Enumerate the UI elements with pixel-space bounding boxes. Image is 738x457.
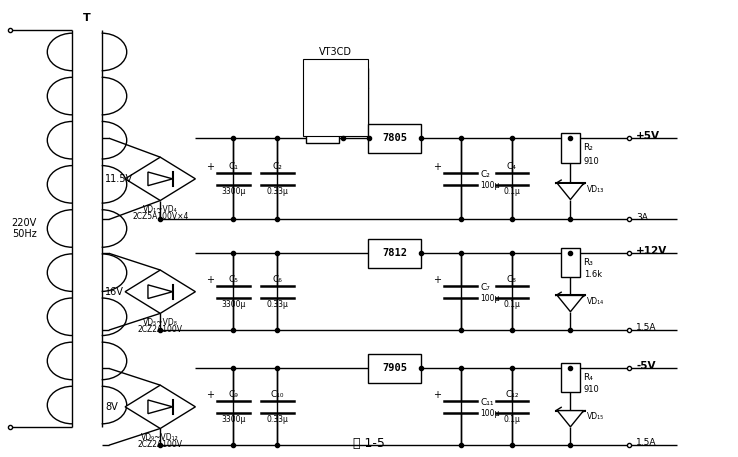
Text: 8V: 8V: [106, 402, 118, 412]
Text: T: T: [83, 13, 91, 23]
Text: C₅: C₅: [229, 275, 238, 284]
Text: C₉: C₉: [229, 390, 238, 399]
Text: VD₁₄: VD₁₄: [587, 297, 604, 306]
Text: 7805: 7805: [382, 133, 407, 143]
Text: C₂: C₂: [480, 170, 490, 179]
Text: C₈: C₈: [507, 275, 517, 284]
Bar: [368, 123, 421, 153]
Text: C₁₂: C₁₂: [505, 390, 519, 399]
Text: 11.5V: 11.5V: [106, 174, 134, 184]
Polygon shape: [125, 157, 196, 201]
Text: VD₁~VD₄: VD₁~VD₄: [143, 205, 178, 214]
Polygon shape: [125, 270, 196, 314]
Bar: [561, 248, 580, 277]
Text: 1.5A: 1.5A: [636, 323, 657, 332]
Bar: [303, 59, 368, 136]
Text: 100μ: 100μ: [480, 409, 500, 418]
Polygon shape: [148, 172, 173, 186]
Text: VD₁₃: VD₁₃: [587, 185, 604, 194]
Text: 2CZ2A100V: 2CZ2A100V: [138, 440, 183, 449]
Polygon shape: [125, 385, 196, 429]
Text: VD₅~VD₈: VD₅~VD₈: [143, 318, 178, 327]
Text: 0.33μ: 0.33μ: [266, 415, 289, 424]
Text: VT3CD: VT3CD: [319, 47, 352, 57]
Text: 0.1μ: 0.1μ: [503, 187, 520, 196]
Bar: [306, 133, 339, 143]
Text: +12V: +12V: [636, 246, 668, 256]
Text: C₄: C₄: [507, 162, 517, 171]
Text: 16V: 16V: [106, 287, 124, 297]
Text: 2CZ2A100V: 2CZ2A100V: [138, 324, 183, 334]
Text: R₂: R₂: [584, 143, 593, 153]
Text: 3300μ: 3300μ: [221, 415, 246, 424]
Text: 7905: 7905: [382, 363, 407, 373]
Text: 7812: 7812: [382, 248, 407, 258]
Polygon shape: [557, 183, 584, 200]
Text: VD₉~VD₁₂: VD₉~VD₁₂: [142, 433, 179, 442]
Text: 3300μ: 3300μ: [221, 300, 246, 309]
Text: 100μ: 100μ: [480, 294, 500, 303]
Text: 100μ: 100μ: [480, 181, 500, 190]
Text: C₆: C₆: [272, 275, 283, 284]
Text: VD₁₅: VD₁₅: [587, 412, 604, 421]
Text: 10: 10: [336, 122, 346, 131]
Text: 2CZ5A100V×4: 2CZ5A100V×4: [132, 212, 188, 221]
Text: +5V: +5V: [636, 131, 661, 141]
Text: R₄: R₄: [584, 373, 593, 382]
Text: +: +: [206, 162, 214, 172]
Polygon shape: [148, 400, 173, 414]
Text: C₁: C₁: [229, 162, 238, 171]
Text: +: +: [432, 275, 441, 285]
Text: 910: 910: [584, 386, 599, 394]
Text: 0.1μ: 0.1μ: [503, 415, 520, 424]
Bar: [368, 239, 421, 268]
Text: +: +: [432, 162, 441, 172]
Bar: [368, 354, 421, 383]
Text: +: +: [206, 390, 214, 400]
Text: C₂: C₂: [272, 162, 283, 171]
Text: 0.33μ: 0.33μ: [266, 300, 289, 309]
Polygon shape: [557, 296, 584, 312]
Text: 220V
50Hz: 220V 50Hz: [12, 218, 37, 239]
Text: C₁₁: C₁₁: [480, 398, 494, 407]
Text: C₁₀: C₁₀: [271, 390, 284, 399]
Polygon shape: [557, 410, 584, 427]
Text: 3A: 3A: [636, 213, 648, 222]
Text: +: +: [206, 275, 214, 285]
Text: C₇: C₇: [480, 283, 490, 292]
Text: 0.33μ: 0.33μ: [266, 187, 289, 196]
Text: 3300μ: 3300μ: [221, 187, 246, 196]
Text: -5V: -5V: [636, 361, 656, 371]
Text: R₁: R₁: [303, 122, 312, 131]
Text: +: +: [432, 390, 441, 400]
Text: 1.5A: 1.5A: [636, 438, 657, 447]
Bar: [561, 363, 580, 392]
Text: 图 1-5: 图 1-5: [353, 437, 385, 450]
Bar: [561, 133, 580, 164]
Polygon shape: [148, 285, 173, 298]
Text: 0.1μ: 0.1μ: [503, 300, 520, 309]
Text: R₃: R₃: [584, 258, 593, 267]
Text: 1.6k: 1.6k: [584, 271, 601, 279]
Text: 910: 910: [584, 157, 599, 165]
